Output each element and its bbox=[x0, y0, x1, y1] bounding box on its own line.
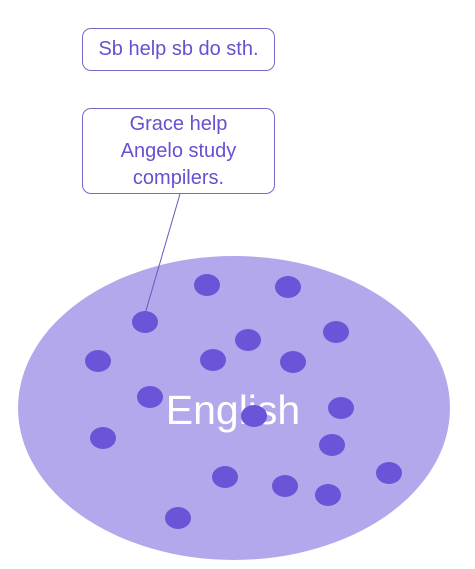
sentence-dot bbox=[280, 351, 306, 373]
pattern-callout-box: Sb help sb do sth. bbox=[82, 28, 275, 71]
sentence-dot-highlighted bbox=[132, 311, 158, 333]
sentence-dot bbox=[200, 349, 226, 371]
sentence-dot bbox=[235, 329, 261, 351]
sentence-dot bbox=[275, 276, 301, 298]
sentence-dot bbox=[194, 274, 220, 296]
example-callout-line: Angelo study bbox=[121, 138, 237, 165]
pattern-callout-text: Sb help sb do sth. bbox=[98, 36, 258, 63]
sentence-dot bbox=[323, 321, 349, 343]
sentence-dot bbox=[212, 466, 238, 488]
sentence-dot bbox=[328, 397, 354, 419]
sentence-dot bbox=[90, 427, 116, 449]
example-callout-text: Grace help Angelo study compilers. bbox=[121, 111, 237, 192]
example-callout-line: compilers. bbox=[121, 165, 237, 192]
sentence-dot-over-label bbox=[241, 405, 267, 427]
sentence-dot bbox=[319, 434, 345, 456]
sentence-dot bbox=[376, 462, 402, 484]
sentence-dot bbox=[165, 507, 191, 529]
sentence-dot bbox=[272, 475, 298, 497]
sentence-dot bbox=[315, 484, 341, 506]
sentence-dot bbox=[137, 386, 163, 408]
sentence-dot bbox=[85, 350, 111, 372]
english-set-label: English bbox=[166, 387, 300, 433]
example-callout-box: Grace help Angelo study compilers. bbox=[82, 108, 275, 194]
example-callout-line: Grace help bbox=[121, 111, 237, 138]
